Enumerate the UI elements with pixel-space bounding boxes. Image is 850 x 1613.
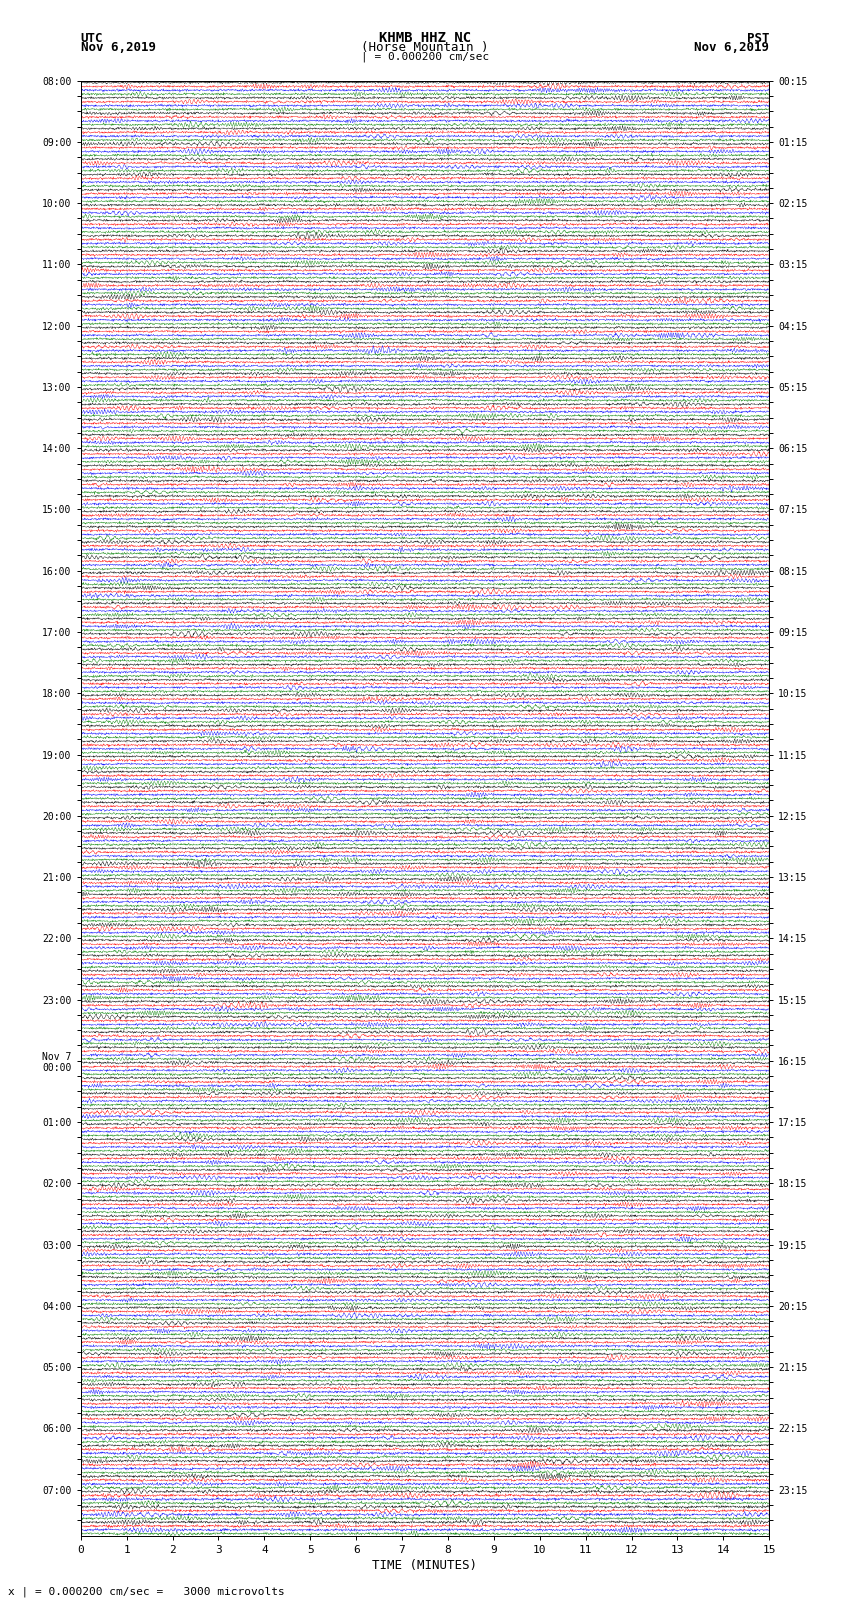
Text: UTC: UTC bbox=[81, 32, 103, 45]
X-axis label: TIME (MINUTES): TIME (MINUTES) bbox=[372, 1558, 478, 1571]
Text: x | = 0.000200 cm/sec =   3000 microvolts: x | = 0.000200 cm/sec = 3000 microvolts bbox=[8, 1586, 286, 1597]
Text: PST: PST bbox=[747, 32, 769, 45]
Text: KHMB HHZ NC: KHMB HHZ NC bbox=[379, 31, 471, 45]
Text: Nov 6,2019: Nov 6,2019 bbox=[81, 40, 156, 53]
Text: | = 0.000200 cm/sec: | = 0.000200 cm/sec bbox=[361, 52, 489, 63]
Text: Nov 6,2019: Nov 6,2019 bbox=[694, 40, 769, 53]
Text: (Horse Mountain ): (Horse Mountain ) bbox=[361, 40, 489, 53]
